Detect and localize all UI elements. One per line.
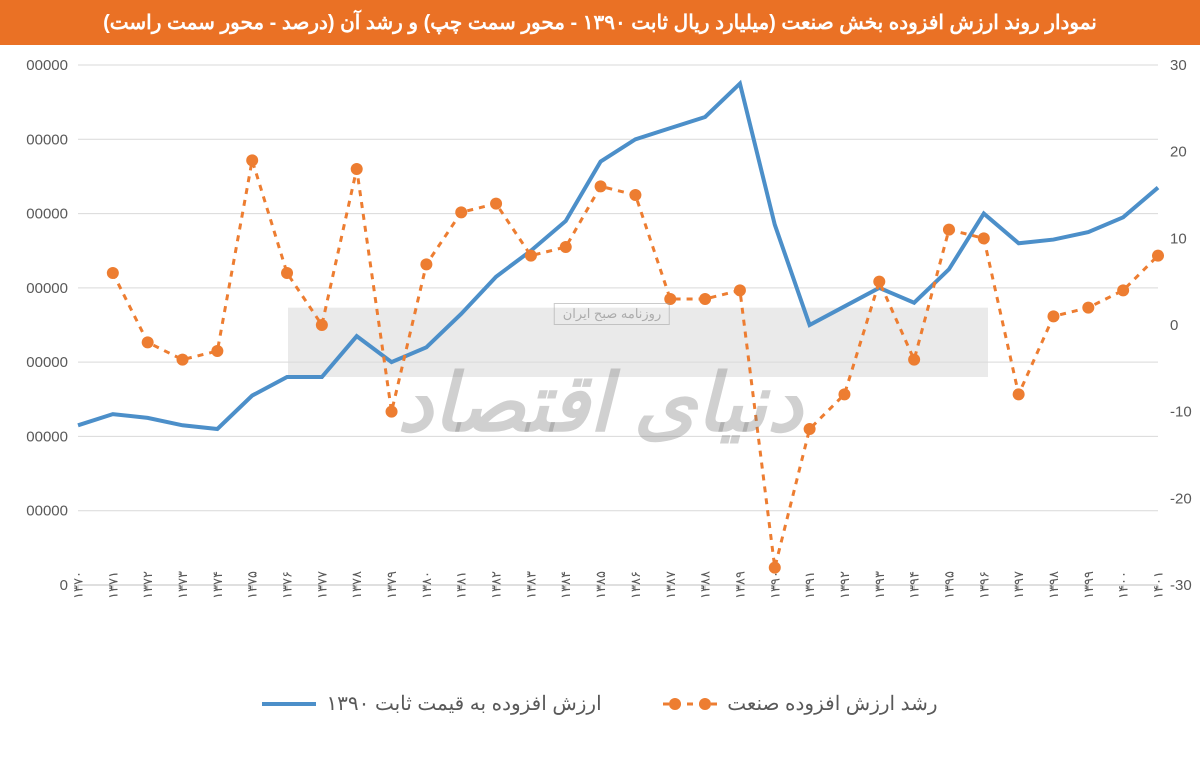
chart-legend: رشد ارزش افزوده صنعت ارزش افزوده به قیمت… [0, 685, 1200, 726]
svg-text:۱۳۹۰: ۱۳۹۰ [767, 571, 782, 599]
svg-text:۱۳۷۲: ۱۳۷۲ [140, 571, 155, 599]
svg-text:۱۳۸۶: ۱۳۸۶ [628, 571, 643, 599]
legend-item-value: ارزش افزوده به قیمت ثابت ۱۳۹۰ [262, 691, 601, 716]
svg-text:00000: 00000 [26, 131, 68, 148]
svg-text:20: 20 [1170, 144, 1187, 161]
legend-item-growth: رشد ارزش افزوده صنعت [663, 691, 937, 716]
svg-text:-30: -30 [1170, 577, 1192, 594]
legend-swatch-growth [663, 694, 717, 714]
svg-text:۱۳۹۶: ۱۳۹۶ [976, 571, 991, 599]
svg-text:۱۳۷۶: ۱۳۷۶ [280, 571, 295, 599]
svg-text:۱۳۸۴: ۱۳۸۴ [558, 571, 573, 599]
svg-text:۱۳۸۰: ۱۳۸۰ [419, 571, 434, 599]
svg-text:۱۳۷۴: ۱۳۷۴ [210, 571, 225, 599]
svg-text:30: 30 [1170, 57, 1187, 74]
svg-text:۱۳۹۵: ۱۳۹۵ [941, 571, 956, 599]
svg-text:۱۳۷۷: ۱۳۷۷ [314, 571, 329, 599]
svg-text:۱۳۸۵: ۱۳۸۵ [593, 571, 608, 599]
svg-text:۱۳۹۷: ۱۳۹۷ [1011, 571, 1026, 599]
svg-text:00000: 00000 [26, 428, 68, 445]
svg-text:۱۳۸۹: ۱۳۸۹ [732, 571, 747, 599]
svg-text:۱۳۸۷: ۱۳۸۷ [663, 571, 678, 599]
svg-text:۱۳۸۸: ۱۳۸۸ [698, 571, 713, 599]
svg-text:۱۳۸۱: ۱۳۸۱ [454, 571, 469, 599]
svg-text:۱۳۷۱: ۱۳۷۱ [105, 571, 120, 599]
svg-text:-20: -20 [1170, 490, 1192, 507]
svg-text:۱۳۹۳: ۱۳۹۳ [872, 571, 887, 599]
svg-text:۱۳۹۸: ۱۳۹۸ [1046, 571, 1061, 599]
svg-text:۱۳۷۰: ۱۳۷۰ [71, 571, 86, 599]
legend-label-value: ارزش افزوده به قیمت ثابت ۱۳۹۰ [326, 691, 601, 716]
svg-text:۱۴۰۱: ۱۴۰۱ [1151, 571, 1166, 599]
svg-text:00000: 00000 [26, 206, 68, 223]
svg-text:-10: -10 [1170, 404, 1192, 421]
svg-text:۱۳۷۸: ۱۳۷۸ [349, 571, 364, 599]
svg-text:۱۴۰۰: ۱۴۰۰ [1116, 571, 1131, 599]
legend-label-growth: رشد ارزش افزوده صنعت [727, 691, 937, 716]
svg-text:00000: 00000 [26, 280, 68, 297]
svg-text:۱۳۷۵: ۱۳۷۵ [245, 571, 260, 599]
svg-text:0: 0 [1170, 317, 1178, 334]
svg-text:۱۳۹۲: ۱۳۹۲ [837, 571, 852, 599]
svg-text:۱۳۷۳: ۱۳۷۳ [175, 571, 190, 599]
svg-text:۱۳۹۹: ۱۳۹۹ [1081, 571, 1096, 599]
svg-text:10: 10 [1170, 230, 1187, 247]
svg-text:00000: 00000 [26, 503, 68, 520]
legend-swatch-value [262, 694, 316, 714]
svg-text:۱۳۹۴: ۱۳۹۴ [907, 571, 922, 599]
svg-text:۱۳۸۲: ۱۳۸۲ [489, 571, 504, 599]
svg-text:۱۳۹۱: ۱۳۹۱ [802, 571, 817, 599]
svg-text:۱۳۷۹: ۱۳۷۹ [384, 571, 399, 599]
chart-svg: 000000000000000000000000000000000000-30-… [0, 45, 1200, 685]
svg-text:00000: 00000 [26, 57, 68, 74]
svg-text:۱۳۸۳: ۱۳۸۳ [523, 571, 538, 599]
chart-area: 000000000000000000000000000000000000-30-… [0, 45, 1200, 685]
svg-text:00000: 00000 [26, 354, 68, 371]
chart-title: نمودار روند ارزش افزوده بخش صنعت (میلیار… [0, 0, 1200, 45]
svg-text:0: 0 [60, 577, 68, 594]
